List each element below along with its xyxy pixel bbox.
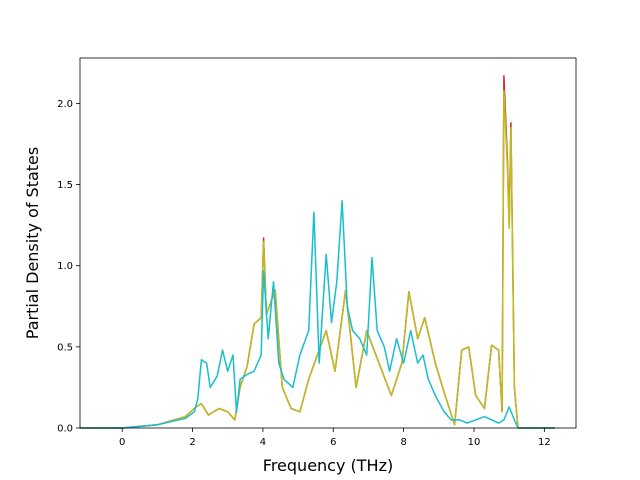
x-axis-ticks: 0 2 4 6 8 10 12 xyxy=(119,428,551,448)
y-tick-label: 1.0 xyxy=(57,261,73,272)
y-tick-label: 0.5 xyxy=(57,342,73,353)
x-axis-label: Frequency (THz) xyxy=(263,456,393,475)
y-axis-label: Partial Density of States xyxy=(23,147,42,339)
x-tick-label: 2 xyxy=(189,437,195,448)
x-tick-label: 12 xyxy=(538,437,551,448)
series-group xyxy=(80,75,555,429)
plot-frame xyxy=(79,57,577,429)
x-tick-label: 8 xyxy=(400,437,406,448)
x-tick-label: 0 xyxy=(119,437,125,448)
series-line-3 xyxy=(80,200,555,429)
y-tick-label: 2.0 xyxy=(57,99,73,110)
x-tick-label: 6 xyxy=(330,437,336,448)
y-axis-ticks: 0.0 0.5 1.0 1.5 2.0 xyxy=(57,99,80,435)
y-tick-label: 1.5 xyxy=(57,180,73,191)
series-line-2 xyxy=(80,89,555,429)
x-tick-label: 4 xyxy=(260,437,266,448)
y-tick-label: 0.0 xyxy=(57,424,73,435)
series-line-1 xyxy=(80,75,555,429)
x-tick-label: 10 xyxy=(468,437,481,448)
